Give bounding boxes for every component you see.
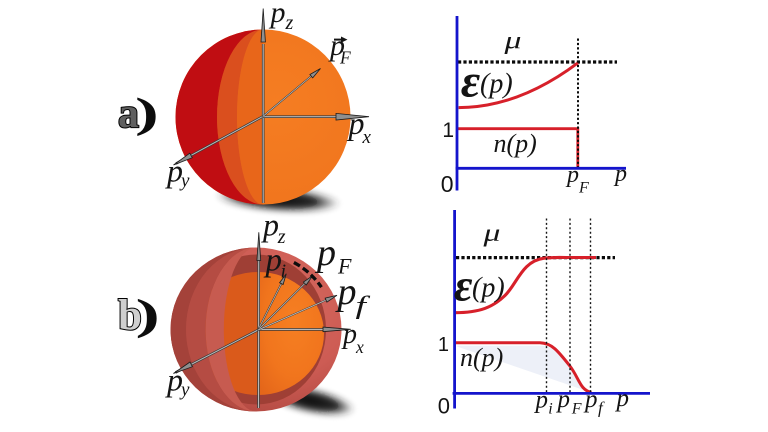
svg-text:(p): (p) <box>480 68 513 99</box>
svg-text:ε: ε <box>461 56 480 108</box>
svg-text:p: p <box>565 162 579 188</box>
svg-text:n(p): n(p) <box>494 129 537 158</box>
svg-text:p: p <box>165 152 183 188</box>
svg-text:p: p <box>165 361 183 397</box>
svg-text:i: i <box>281 261 287 283</box>
svg-text:z: z <box>277 226 286 248</box>
svg-text:F: F <box>578 180 589 197</box>
svg-text:p: p <box>583 386 598 413</box>
svg-text:y: y <box>179 380 190 401</box>
svg-text:1: 1 <box>442 119 454 142</box>
svg-text:): ) <box>135 90 159 137</box>
svg-text:0: 0 <box>441 171 454 197</box>
svg-text:p: p <box>335 271 357 313</box>
svg-text:p: p <box>341 319 357 350</box>
svg-text:f: f <box>598 399 605 418</box>
svg-text:0: 0 <box>438 394 450 419</box>
svg-text:F: F <box>337 254 352 279</box>
svg-text:1: 1 <box>438 334 449 356</box>
svg-text:z: z <box>285 12 294 34</box>
svg-text:b: b <box>118 292 142 339</box>
svg-text:p: p <box>613 161 627 187</box>
svg-text:p: p <box>534 387 549 414</box>
svg-text:F: F <box>571 401 582 418</box>
svg-text:): ) <box>136 291 160 338</box>
svg-text:μ: μ <box>482 220 500 247</box>
svg-text:i: i <box>548 401 552 418</box>
svg-text:p: p <box>264 243 283 279</box>
svg-text:p: p <box>328 29 345 62</box>
svg-text:p: p <box>615 385 630 412</box>
svg-text:p: p <box>347 105 365 141</box>
svg-text:p: p <box>556 386 571 413</box>
svg-text:(p): (p) <box>472 273 505 304</box>
svg-text:ε: ε <box>454 261 473 311</box>
svg-text:p: p <box>261 207 279 243</box>
svg-text:p: p <box>269 0 286 29</box>
svg-text:x: x <box>355 337 364 357</box>
svg-text:p: p <box>314 232 336 274</box>
svg-text:a: a <box>118 91 139 137</box>
svg-text:x: x <box>362 127 372 148</box>
svg-text:μ: μ <box>503 27 521 54</box>
svg-text:y: y <box>179 170 190 191</box>
svg-text:F: F <box>339 48 351 68</box>
svg-text:n(p): n(p) <box>460 343 503 372</box>
